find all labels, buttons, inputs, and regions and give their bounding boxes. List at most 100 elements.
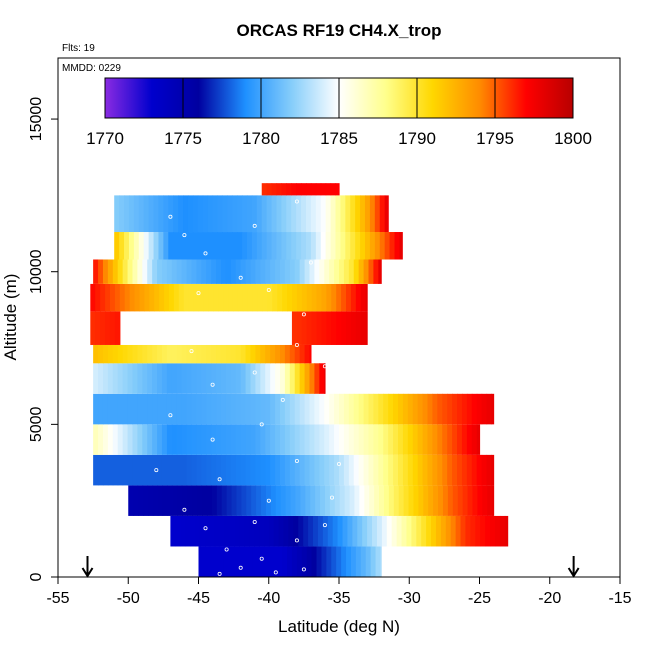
heat-cell xyxy=(93,363,99,394)
heat-cell xyxy=(406,515,412,547)
heat-cell xyxy=(339,454,345,486)
heat-cell xyxy=(128,485,134,516)
heat-cell xyxy=(207,232,214,260)
sample-point xyxy=(322,364,327,369)
heat-cell xyxy=(119,283,126,312)
heat-cell xyxy=(230,344,237,364)
heat-cell xyxy=(227,195,233,233)
heat-cell xyxy=(117,393,124,425)
heat-cell xyxy=(114,195,120,233)
heat-cell xyxy=(284,344,291,364)
heat-cell xyxy=(161,424,168,455)
heat-cell xyxy=(93,259,99,284)
sample-point xyxy=(168,413,173,418)
heat-cell xyxy=(339,424,345,455)
heat-cell xyxy=(203,283,209,312)
heat-cell xyxy=(202,195,209,233)
heat-cell xyxy=(102,259,109,284)
heat-cell xyxy=(197,485,203,516)
heat-cell xyxy=(345,195,351,233)
heat-cell xyxy=(398,454,404,486)
heat-cell xyxy=(485,515,491,547)
heat-cell xyxy=(472,485,478,516)
heat-cell xyxy=(314,454,320,486)
heat-cell xyxy=(186,259,193,284)
heat-cell xyxy=(173,232,179,260)
heat-cell xyxy=(221,485,228,516)
heat-cell xyxy=(102,454,109,486)
heat-cell xyxy=(284,424,291,455)
heat-cell xyxy=(330,232,337,260)
heat-cell xyxy=(192,232,199,260)
heat-cell xyxy=(291,232,297,260)
heat-cell xyxy=(296,195,302,233)
heat-cell xyxy=(261,485,267,516)
heat-cell xyxy=(319,393,325,425)
sample-point xyxy=(294,458,299,463)
heat-cell xyxy=(198,283,205,312)
heat-cell xyxy=(294,454,301,486)
band-0 xyxy=(198,546,382,577)
heat-cell xyxy=(201,344,207,364)
x-tick-label: -30 xyxy=(398,590,421,607)
heat-cell xyxy=(427,393,434,425)
y-axis-label: Altitude (m) xyxy=(1,274,20,361)
heat-cell xyxy=(466,454,473,486)
heat-cell xyxy=(339,485,346,516)
heat-cell xyxy=(362,515,368,547)
heat-cell xyxy=(98,424,104,455)
heat-cell xyxy=(343,454,350,486)
heat-cell xyxy=(225,344,232,364)
heat-cell xyxy=(128,195,135,233)
heat-cell xyxy=(291,546,298,577)
heat-cell xyxy=(187,195,194,233)
heat-cell xyxy=(245,344,252,364)
heat-cell xyxy=(353,393,360,425)
heat-cell xyxy=(196,424,202,455)
heat-cell xyxy=(166,344,173,364)
y-tick-label: 0 xyxy=(28,572,45,581)
heat-cell xyxy=(320,485,326,516)
heat-cell xyxy=(379,232,386,260)
heat-cell xyxy=(481,454,488,486)
heat-cell xyxy=(142,259,148,284)
heat-cell xyxy=(237,195,243,233)
heat-cell xyxy=(171,454,178,486)
heat-cell xyxy=(191,393,197,425)
heat-cell xyxy=(117,344,124,364)
heat-cell xyxy=(282,283,288,312)
x-tick-label: -55 xyxy=(46,590,69,607)
heat-cell xyxy=(407,393,414,425)
heat-cell xyxy=(276,195,282,233)
heat-cell xyxy=(148,232,155,260)
heat-cell xyxy=(256,485,262,516)
heat-cell xyxy=(117,363,124,394)
heat-cell xyxy=(191,454,197,486)
heat-cell xyxy=(127,393,134,425)
heat-cell xyxy=(422,424,429,455)
heat-cell xyxy=(235,393,242,425)
heat-cell xyxy=(340,195,346,233)
heat-cell xyxy=(384,232,391,260)
heat-cell xyxy=(171,363,178,394)
heat-cell xyxy=(176,393,183,425)
heat-cell xyxy=(212,195,219,233)
heat-cell xyxy=(149,283,155,312)
heat-cell xyxy=(324,485,331,516)
heat-cell xyxy=(319,454,325,486)
heat-cell xyxy=(296,283,303,312)
heat-cell xyxy=(206,259,212,284)
heat-cell xyxy=(341,283,347,312)
heat-cell xyxy=(247,283,254,312)
heat-cell xyxy=(466,393,473,425)
heat-cell xyxy=(486,454,493,486)
heat-cell xyxy=(262,283,268,312)
heat-cell xyxy=(266,195,273,233)
heat-cell xyxy=(304,363,311,394)
flights-annotation: Flts: 19 xyxy=(62,43,95,54)
heat-cell xyxy=(265,454,271,486)
heat-cell xyxy=(132,454,138,486)
heat-cell xyxy=(257,283,264,312)
heat-cell xyxy=(265,363,271,394)
heat-cell xyxy=(412,424,419,455)
